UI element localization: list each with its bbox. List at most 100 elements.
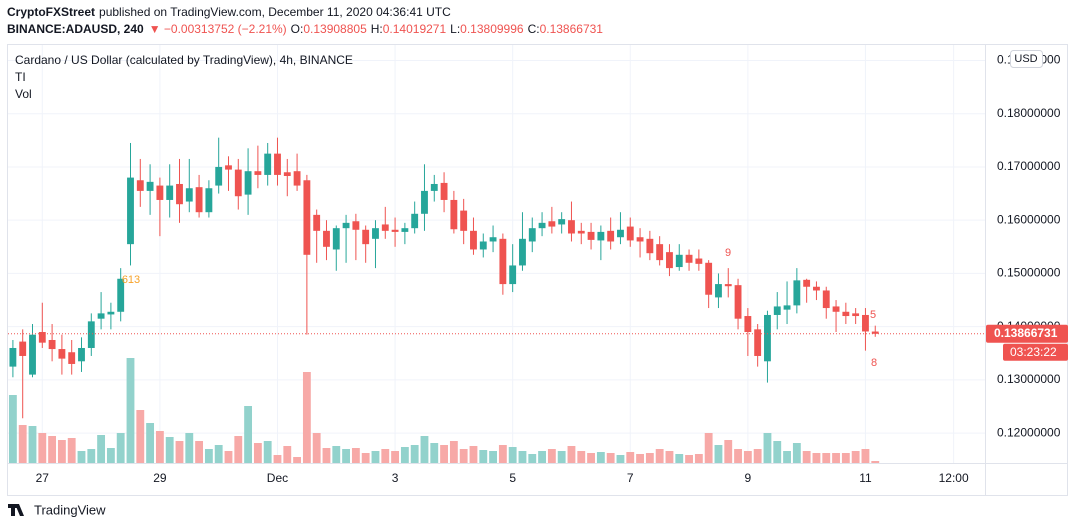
candle-body xyxy=(764,314,771,362)
volume-bar xyxy=(704,433,713,463)
candle-body xyxy=(332,228,340,250)
candle-body xyxy=(705,262,713,295)
y-tick-label: 0.18000000 xyxy=(997,106,1061,120)
volume-bar xyxy=(136,410,145,463)
y-tick-label: 0.15000000 xyxy=(997,266,1061,280)
volume-bar xyxy=(449,441,458,463)
candle-body xyxy=(499,238,507,285)
candle-body xyxy=(568,220,575,234)
td-annotation: 5 xyxy=(870,309,876,321)
candle-body xyxy=(852,313,860,317)
currency-badge xyxy=(1010,50,1043,68)
candle-body xyxy=(479,241,487,250)
candle-body xyxy=(352,221,360,230)
volume-bar xyxy=(106,448,115,463)
volume-bar xyxy=(508,447,517,463)
candle-body xyxy=(666,252,673,269)
candle-body xyxy=(9,347,17,367)
candle-body xyxy=(440,182,448,200)
candle-body xyxy=(617,229,624,238)
candle-body xyxy=(264,153,272,175)
candle-body xyxy=(489,237,497,242)
symbol: BINANCE:ADAUSD, 240 xyxy=(7,22,144,36)
volume-bar xyxy=(302,372,311,463)
candle-body xyxy=(822,290,830,309)
candle-body xyxy=(813,286,820,291)
volume-bar xyxy=(616,455,625,463)
candle-body xyxy=(460,210,468,231)
indicator: TI xyxy=(15,70,26,84)
volume-bar xyxy=(126,358,135,463)
candle-body xyxy=(87,321,95,348)
volume-bar xyxy=(832,453,840,463)
candle-body xyxy=(450,199,458,230)
candle-body xyxy=(205,188,213,213)
volume-bar xyxy=(675,454,684,463)
candle-body xyxy=(97,313,105,319)
ohlc-label: L: xyxy=(450,22,460,36)
volume-bar xyxy=(312,433,321,463)
candle-body xyxy=(842,311,850,317)
volume-bar xyxy=(459,449,468,463)
volume-bar xyxy=(734,449,742,463)
volume-bar xyxy=(763,433,772,463)
x-tick-label: 12:00 xyxy=(939,471,969,485)
volume-bar xyxy=(28,426,37,463)
countdown-label: 03:23:22 xyxy=(1010,345,1057,359)
x-tick-label: 9 xyxy=(745,471,752,485)
candle-body xyxy=(636,237,644,242)
candle-body xyxy=(685,254,693,263)
candle-body xyxy=(734,285,742,319)
candle-body xyxy=(313,214,321,231)
volume-bar xyxy=(391,451,399,463)
author: CryptoFXStreet xyxy=(7,5,95,19)
volume-bar xyxy=(244,406,253,463)
candle-body xyxy=(274,153,281,175)
ohlc-label: O: xyxy=(291,22,304,36)
volume-bar xyxy=(48,436,57,463)
candle-body xyxy=(509,265,517,285)
volume-bar xyxy=(204,449,213,463)
volume-bar xyxy=(547,449,556,463)
candle-body xyxy=(754,329,762,356)
candle-body xyxy=(587,231,595,240)
candle-body xyxy=(185,188,193,202)
volume-bar xyxy=(753,449,762,463)
candle-body xyxy=(323,230,330,247)
volume-bar xyxy=(8,395,17,463)
published: published on TradingView.com, December 1… xyxy=(99,5,451,19)
volume-bar xyxy=(165,437,174,463)
volume-bar xyxy=(577,451,586,463)
candle-body xyxy=(607,230,615,242)
volume-bar xyxy=(792,443,801,463)
x-tick-label: 29 xyxy=(153,471,167,485)
volume-bar xyxy=(841,453,850,463)
ohlc-value: 0.13908805 xyxy=(303,22,367,36)
candle-body xyxy=(29,334,36,375)
volume-bar xyxy=(469,446,478,463)
candle-body xyxy=(675,254,683,268)
volume-bar xyxy=(538,451,546,463)
volume-bar xyxy=(351,448,360,463)
volume-bar xyxy=(626,452,635,463)
volume-bar xyxy=(498,445,507,463)
volume-bar xyxy=(214,445,223,463)
ohlc-value: 0.13866731 xyxy=(540,22,604,36)
candle-body xyxy=(626,226,634,241)
candle-body xyxy=(283,172,291,176)
volume-bar xyxy=(812,453,821,463)
td-annotation: 8 xyxy=(871,357,877,369)
logo-text: TradingView xyxy=(34,502,106,517)
candle-body xyxy=(715,284,722,298)
volume-bar xyxy=(557,451,566,463)
volume-bar xyxy=(567,446,576,463)
volume-bar xyxy=(155,431,164,463)
volume-bar xyxy=(645,453,654,463)
candle-body xyxy=(303,180,311,255)
x-tick-label: 7 xyxy=(627,471,634,485)
volume-bar xyxy=(224,451,233,463)
candle-body xyxy=(176,183,183,205)
volume-bar xyxy=(342,449,350,463)
candle-body xyxy=(538,222,546,229)
